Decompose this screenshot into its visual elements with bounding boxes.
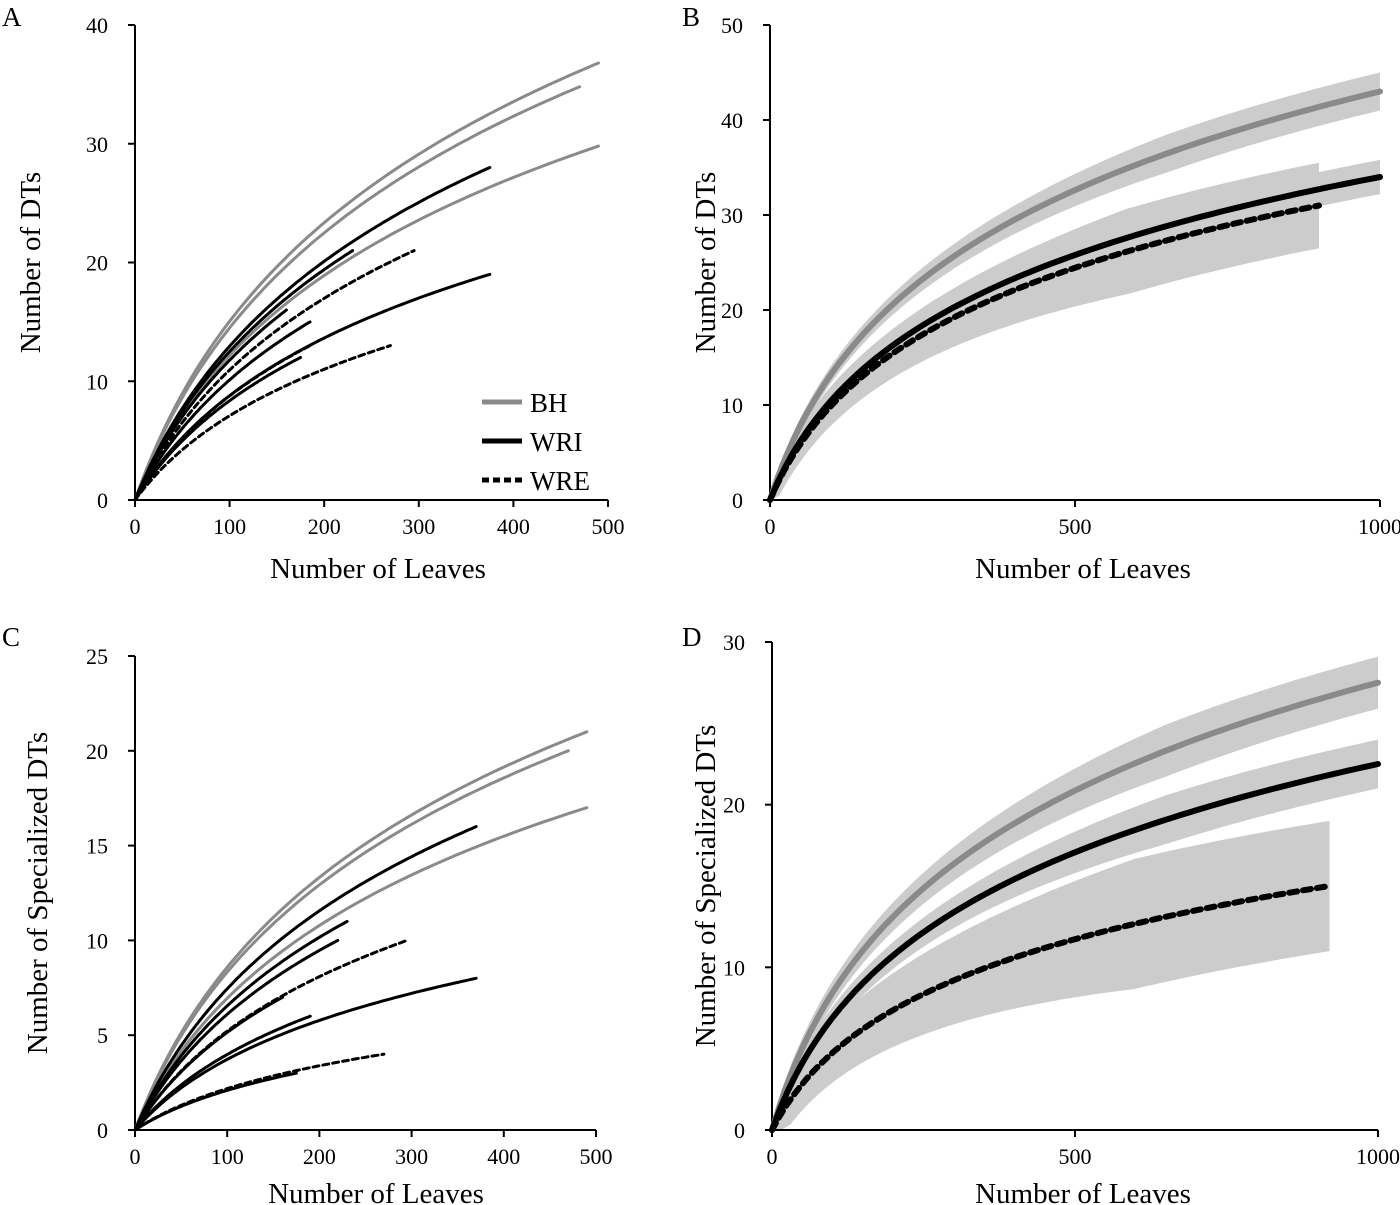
panel-b-y-tick-label: 10 (721, 393, 743, 418)
panel-c-series-wre-11 (133, 1052, 386, 1132)
legend: BH WRI WRE (482, 388, 590, 496)
panel-d-y-tick-label: 10 (723, 955, 745, 980)
panel-c-series-wri-4 (133, 919, 349, 1132)
panel-b-y-tick-label: 40 (721, 108, 743, 133)
panel-a-series-wri-6 (133, 308, 288, 502)
panel-b-series-wri-1 (767, 174, 1383, 503)
panel-c-series-wri-8 (133, 1014, 312, 1132)
panel-label-b: B (682, 2, 700, 32)
panel-c-series-bh-0 (133, 730, 589, 1132)
panel-c-x-tick-label: 300 (395, 1144, 428, 1169)
panel-b-y-tick-label: 50 (721, 13, 743, 38)
panel-b-y-tick-label: 30 (721, 203, 743, 228)
panel-d-x-tick-label: 1000 (1356, 1144, 1400, 1169)
panel-d-x-tick-label: 500 (1059, 1144, 1092, 1169)
panel-c-x-tick-label: 100 (211, 1144, 244, 1169)
panel-a-x-tick-label: 0 (130, 514, 141, 539)
panel-d-series-bh-0 (769, 679, 1381, 1133)
panel-a-series-wre-11 (133, 344, 392, 502)
panel-c: 0 100 200 300 400 500 0 5 10 15 20 25 Number of Leav… (22, 644, 613, 1205)
panel-a-series-wri-8 (133, 356, 302, 502)
panel-d-x-tick-label: 0 (767, 1144, 778, 1169)
panel-c-series-wre-10 (133, 938, 409, 1132)
panel-b-series-wre-2 (767, 202, 1322, 503)
panel-c-series-wri-5 (133, 938, 340, 1132)
panel-a-series-bh-1 (133, 85, 582, 502)
panel-b-band-wre (770, 162, 1319, 501)
panel-d-band-wre (772, 820, 1330, 1130)
panel-a-x-tick-label: 500 (592, 514, 625, 539)
panel-b: 0 500 1000 0 10 20 30 40 50 Number of Leaves Numbe… (690, 13, 1400, 585)
panel-a-x-label: Number of Leaves (270, 553, 486, 585)
panel-d-series-wre-2 (769, 883, 1333, 1133)
panel-c-series-wri-6 (133, 976, 478, 1132)
legend-label-wre: WRE (530, 466, 590, 496)
legend-label-bh: BH (530, 388, 568, 418)
panel-c-y-tick-label: 0 (97, 1118, 108, 1143)
panel-b-band-bh (770, 72, 1380, 500)
panel-d-y-tick-label: 0 (734, 1118, 745, 1143)
panel-a-y-tick-label: 20 (86, 251, 108, 276)
panel-b-y-tick-label: 0 (732, 488, 743, 513)
panel-c-y-tick-label: 5 (97, 1023, 108, 1048)
panel-a-x-tick-label: 100 (213, 514, 246, 539)
panel-a-x-tick-label: 200 (308, 514, 341, 539)
panel-a-y-tick-label: 0 (97, 488, 108, 513)
panel-c-y-tick-label: 20 (86, 739, 108, 764)
panel-b-y-label: Number of DTs (690, 172, 722, 354)
panel-c-y-tick-label: 10 (86, 928, 108, 953)
panel-a-series-wri-3 (133, 166, 492, 502)
panel-d-y-tick-label: 20 (723, 793, 745, 818)
panel-c-x-tick-label: 400 (487, 1144, 520, 1169)
panel-c-x-tick-label: 200 (303, 1144, 336, 1169)
panel-b-series-bh-0 (767, 88, 1383, 503)
panel-c-y-tick-label: 25 (86, 644, 108, 669)
panel-a-y-label: Number of DTs (15, 172, 47, 354)
panel-a-series-bh-2 (133, 144, 600, 502)
panel-d: 0 500 1000 0 10 20 30 Number of Leaves Number of… (690, 630, 1400, 1205)
panel-a-y-tick-label: 30 (86, 132, 108, 157)
panel-c-series-wri-3 (133, 825, 478, 1132)
panel-b-x-label: Number of Leaves (975, 553, 1191, 585)
panel-b-x-tick-label: 0 (765, 514, 776, 539)
panel-d-y-label: Number of Specialized DTs (690, 725, 722, 1048)
panel-c-x-tick-label: 500 (580, 1144, 613, 1169)
panel-a: 0 100 200 300 400 500 0 10 20 30 40 Number of Leave… (15, 13, 625, 585)
panel-a-series-wre-9 (133, 249, 416, 502)
panel-c-series-bh-2 (133, 806, 589, 1132)
panel-d-y-tick-label: 30 (723, 630, 745, 655)
panel-b-x-tick-label: 500 (1059, 514, 1092, 539)
panel-label-a: A (2, 2, 22, 32)
panel-c-x-label: Number of Leaves (268, 1178, 484, 1205)
panel-a-x-tick-label: 300 (402, 514, 435, 539)
panel-b-x-tick-label: 1000 (1358, 514, 1400, 539)
panel-c-y-tick-label: 15 (86, 834, 108, 859)
panel-d-series-wri-1 (769, 761, 1381, 1133)
panel-d-x-label: Number of Leaves (975, 1178, 1191, 1205)
panel-d-band-bh (772, 656, 1378, 1130)
panel-a-series-wri-7 (133, 320, 312, 502)
panel-a-series-bh-0 (133, 61, 600, 502)
panel-a-y-tick-label: 40 (86, 13, 108, 38)
panel-a-series-wre-10 (133, 344, 312, 502)
panel-a-x-tick-label: 400 (497, 514, 530, 539)
panel-b-y-tick-label: 20 (721, 298, 743, 323)
panel-c-x-tick-label: 0 (130, 1144, 141, 1169)
panel-label-d: D (682, 622, 702, 652)
panel-a-series-wri-4 (133, 249, 355, 502)
panel-a-y-tick-label: 10 (86, 369, 108, 394)
legend-label-wri: WRI (530, 427, 582, 457)
panel-c-series-bh-1 (133, 749, 570, 1132)
panel-c-y-label: Number of Specialized DTs (22, 732, 54, 1055)
panel-label-c: C (2, 622, 20, 652)
